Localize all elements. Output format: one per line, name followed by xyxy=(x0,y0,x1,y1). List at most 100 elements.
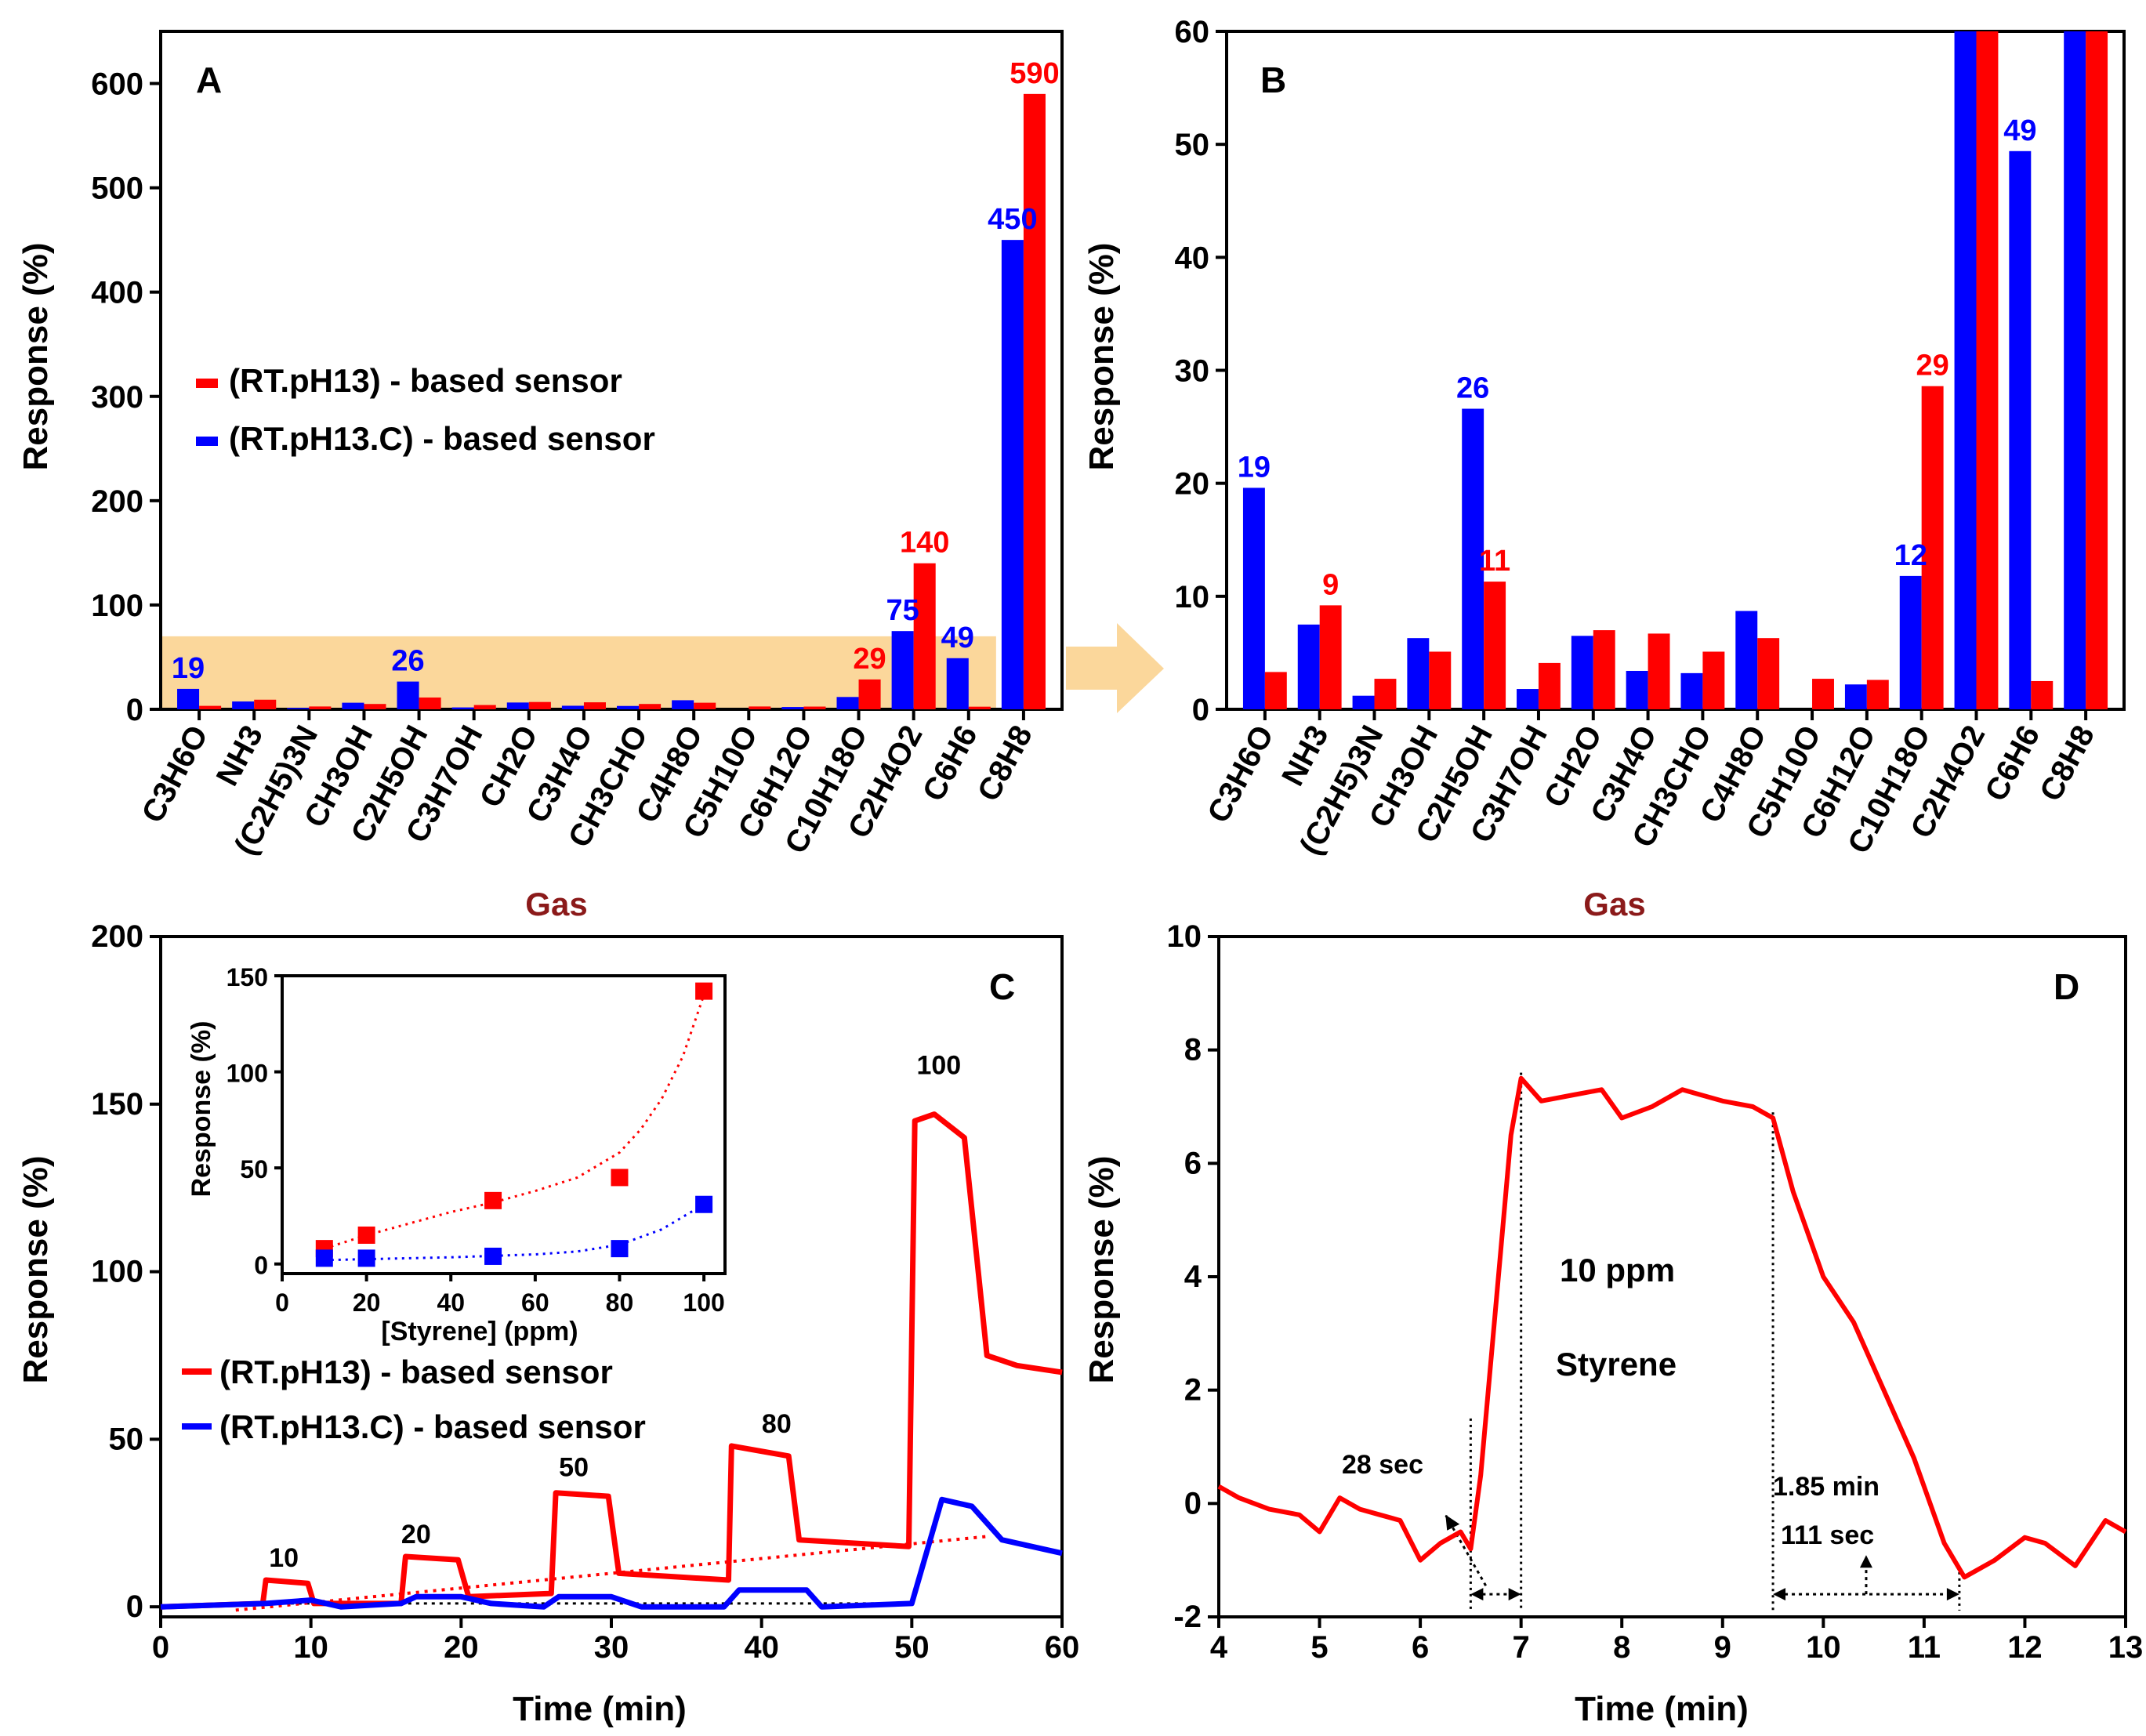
plot-frame xyxy=(281,974,727,1275)
data-labels: 19 9 26 11 12 29 49 xyxy=(1238,114,2037,602)
bar-blue xyxy=(1844,684,1867,709)
concentration-label: 50 xyxy=(559,1452,589,1482)
panel-label: A xyxy=(196,60,222,100)
bar-red xyxy=(1429,651,1452,709)
y-tick-label: 50 xyxy=(109,1422,144,1456)
bar-blue xyxy=(1001,240,1024,710)
x-tick-label: 80 xyxy=(606,1288,634,1317)
arrow-icon xyxy=(1445,1514,1460,1531)
legend-label-red: (RT.pH13) - based sensor xyxy=(229,362,622,399)
bar-red xyxy=(473,705,496,709)
y-tick-label: 0 xyxy=(126,693,143,727)
bar-red xyxy=(803,706,826,709)
concentration-label: 80 xyxy=(762,1409,792,1439)
bar-blue xyxy=(177,688,200,709)
x-axis-label: Time (min) xyxy=(1575,1690,1749,1728)
bar-blue xyxy=(1571,636,1593,709)
bar-blue xyxy=(2009,150,2032,710)
bar-blue xyxy=(1242,487,1265,709)
arrow-icon xyxy=(1066,623,1164,713)
data-label: 19 xyxy=(1238,451,1271,484)
y-tick-label: 500 xyxy=(91,172,143,206)
y-tick-label: 0 xyxy=(254,1252,268,1280)
x-tick-label: NH3 xyxy=(210,720,270,792)
x-tick-label: 10 xyxy=(293,1630,328,1665)
concentration-label: 20 xyxy=(401,1520,431,1549)
bar-red xyxy=(1319,605,1342,709)
arrow-icon xyxy=(1859,1555,1872,1568)
y-tick-label: 200 xyxy=(91,484,143,519)
bar-red xyxy=(364,704,386,709)
point-blue xyxy=(315,1249,333,1267)
inset-y-label: Response (%) xyxy=(187,1021,216,1198)
y-tick-label: 300 xyxy=(91,380,143,415)
y-tick-label: 2 xyxy=(1184,1373,1202,1408)
y-tick-label: 6 xyxy=(1184,1146,1202,1180)
x-tick-label: C6H6 xyxy=(916,720,984,807)
x-tick-label: C3H6O xyxy=(1201,720,1280,828)
y-tick-label: 10 xyxy=(1175,580,1210,614)
point-blue xyxy=(695,1195,713,1213)
plot-frame xyxy=(159,30,1064,711)
y-tick-label: 60 xyxy=(1175,15,1210,49)
data-label: 140 xyxy=(900,527,949,560)
y-tick-label: 10 xyxy=(1167,919,1202,954)
x-axis-label: Time (min) xyxy=(513,1690,687,1728)
bar-red xyxy=(419,697,441,709)
bar-red xyxy=(309,706,332,709)
bar-red xyxy=(1484,582,1506,709)
bar-red xyxy=(1648,633,1670,709)
x-tick-label: 30 xyxy=(594,1630,629,1665)
y-tick-label: 150 xyxy=(227,963,268,991)
bar-red xyxy=(639,704,662,709)
y-tick-label: 0 xyxy=(126,1589,143,1624)
bar-red xyxy=(1593,630,1615,709)
bar-blue xyxy=(232,701,255,709)
panel-d: 4 5 6 7 8 9 10 11 12 13 -2 0 2 4 6 8 10 D 10 ppm Styrene… xyxy=(1082,919,2143,1728)
fit-line-blue xyxy=(324,1203,705,1262)
y-tick-label: -2 xyxy=(1173,1600,1202,1634)
bar-red xyxy=(254,699,277,709)
bar-red xyxy=(1921,386,1944,709)
legend-label-blue: (RT.pH13.C) - based sensor xyxy=(219,1408,646,1445)
x-tick-label: C8H8 xyxy=(2033,720,2101,807)
concentration-label: 10 ppm xyxy=(1560,1252,1675,1288)
y-tick-label: 40 xyxy=(1175,241,1210,275)
fit-line-red xyxy=(324,995,705,1250)
point-red xyxy=(695,982,713,1000)
concentration-label: 10 xyxy=(269,1543,299,1573)
x-tick-label: C3H6O xyxy=(136,720,215,828)
data-label: 19 xyxy=(172,652,205,685)
gas-label: Styrene xyxy=(1556,1346,1677,1383)
x-tick-label: 40 xyxy=(437,1288,465,1317)
point-red xyxy=(484,1191,502,1209)
y-axis-label: Response (%) xyxy=(1082,243,1121,471)
data-label: 11 xyxy=(1479,545,1510,578)
series-line-blue xyxy=(160,1496,1063,1610)
y-tick-label: 100 xyxy=(91,589,143,623)
x-tick-label: 10 xyxy=(1806,1630,1841,1665)
bar-red xyxy=(1374,679,1397,709)
data-label: 26 xyxy=(1456,372,1489,405)
x-tick-label: 60 xyxy=(1045,1630,1080,1665)
inset-chart: 0 20 40 60 80 100 0 50 100 150 xyxy=(227,963,727,1317)
y-tick-label: 0 xyxy=(1184,1486,1202,1520)
x-tick-label: 5 xyxy=(1310,1630,1328,1665)
data-label: 49 xyxy=(941,622,974,654)
panel-label: C xyxy=(989,966,1015,1007)
y-tick-label: 150 xyxy=(91,1087,143,1122)
concentration-label: 100 xyxy=(916,1050,961,1080)
y-axis-label: Response (%) xyxy=(16,243,55,471)
y-tick-label: 50 xyxy=(1175,128,1210,162)
bar-blue xyxy=(781,707,804,709)
bar-red xyxy=(1812,679,1834,709)
y-axis-label: Response (%) xyxy=(1082,1156,1121,1384)
bar-blue xyxy=(397,681,419,709)
y-tick-label: 0 xyxy=(1192,693,1209,727)
y-tick-label: 50 xyxy=(240,1155,268,1183)
x-tick-label: 9 xyxy=(1714,1630,1731,1665)
series-lines xyxy=(160,1111,1063,1612)
y-tick-label: 400 xyxy=(91,276,143,310)
